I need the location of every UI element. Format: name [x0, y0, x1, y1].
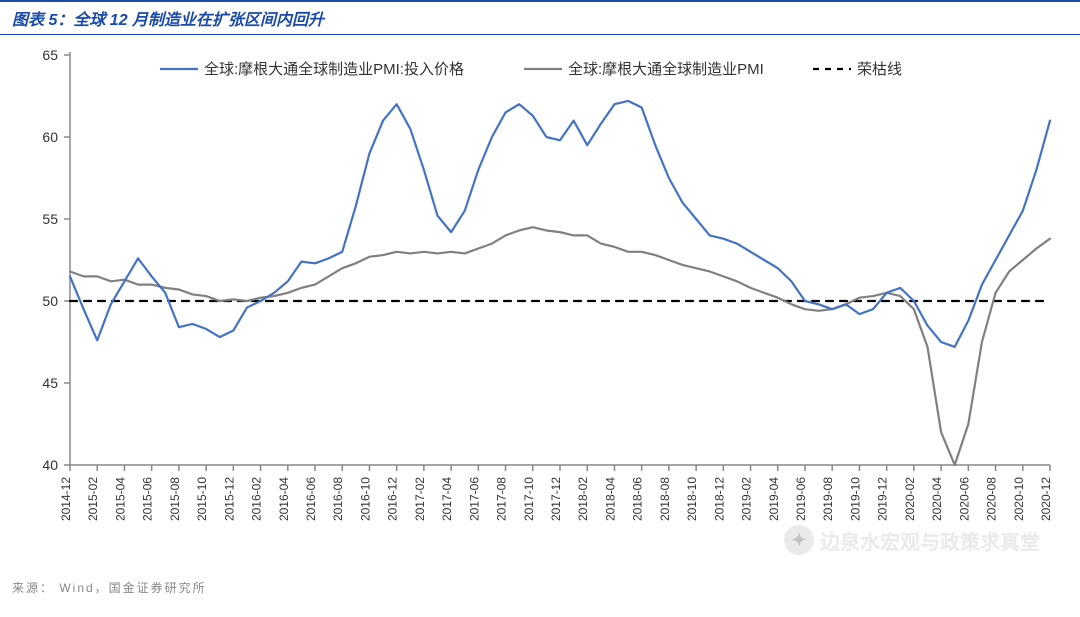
chart-container: 40 45 50 55 60 65 2014-12 2015-02 2015-04 2015-06… — [0, 35, 1080, 575]
svg-text:65: 65 — [42, 47, 58, 63]
svg-text:2017-12: 2017-12 — [549, 477, 563, 521]
svg-text:2018-06: 2018-06 — [631, 477, 645, 521]
svg-text:2019-02: 2019-02 — [740, 477, 754, 521]
svg-text:2017-06: 2017-06 — [467, 477, 481, 521]
svg-text:40: 40 — [42, 457, 58, 473]
svg-text:2020-12: 2020-12 — [1039, 477, 1053, 521]
svg-text:2018-04: 2018-04 — [603, 477, 617, 521]
svg-text:2017-04: 2017-04 — [440, 477, 454, 521]
chart-title: 图表 5：全球 12 月制造业在扩张区间内回升 — [0, 0, 1080, 35]
svg-text:2016-08: 2016-08 — [331, 477, 345, 521]
svg-text:60: 60 — [42, 129, 58, 145]
svg-text:2017-02: 2017-02 — [413, 477, 427, 521]
svg-text:2019-06: 2019-06 — [794, 477, 808, 521]
svg-text:2018-10: 2018-10 — [685, 477, 699, 521]
svg-text:2016-06: 2016-06 — [304, 477, 318, 521]
svg-text:2016-10: 2016-10 — [358, 477, 372, 521]
svg-text:2015-06: 2015-06 — [141, 477, 155, 521]
svg-text:全球:摩根大通全球制造业PMI:投入价格: 全球:摩根大通全球制造业PMI:投入价格 — [204, 60, 464, 78]
svg-text:2014-12: 2014-12 — [59, 477, 73, 521]
svg-text:荣枯线: 荣枯线 — [857, 61, 902, 78]
svg-text:2017-08: 2017-08 — [495, 477, 509, 521]
svg-text:2020-02: 2020-02 — [903, 477, 917, 521]
svg-text:2019-10: 2019-10 — [848, 477, 862, 521]
line-chart: 40 45 50 55 60 65 2014-12 2015-02 2015-04 2015-06… — [0, 35, 1080, 575]
source-line: 来源： Wind，国金证券研究所 — [0, 575, 1080, 600]
svg-text:2015-02: 2015-02 — [86, 477, 100, 521]
svg-text:45: 45 — [42, 375, 58, 391]
svg-text:2018-12: 2018-12 — [712, 477, 726, 521]
svg-text:2020-06: 2020-06 — [957, 477, 971, 521]
svg-text:2019-12: 2019-12 — [876, 477, 890, 521]
svg-text:2016-04: 2016-04 — [277, 477, 291, 521]
svg-text:2015-10: 2015-10 — [195, 477, 209, 521]
svg-text:2018-08: 2018-08 — [658, 477, 672, 521]
svg-text:全球:摩根大通全球制造业PMI: 全球:摩根大通全球制造业PMI — [568, 60, 764, 78]
svg-text:55: 55 — [42, 211, 58, 227]
svg-text:2017-10: 2017-10 — [522, 477, 536, 521]
svg-text:2015-08: 2015-08 — [168, 477, 182, 521]
svg-text:2018-02: 2018-02 — [576, 477, 590, 521]
svg-text:2019-04: 2019-04 — [767, 477, 781, 521]
svg-text:2020-04: 2020-04 — [930, 477, 944, 521]
svg-text:2015-04: 2015-04 — [113, 477, 127, 521]
svg-text:2020-10: 2020-10 — [1012, 477, 1026, 521]
svg-text:2015-12: 2015-12 — [222, 477, 236, 521]
svg-text:2020-08: 2020-08 — [985, 477, 999, 521]
svg-text:2019-08: 2019-08 — [821, 477, 835, 521]
svg-text:2016-02: 2016-02 — [250, 477, 264, 521]
svg-text:2016-12: 2016-12 — [386, 477, 400, 521]
svg-text:50: 50 — [42, 293, 58, 309]
